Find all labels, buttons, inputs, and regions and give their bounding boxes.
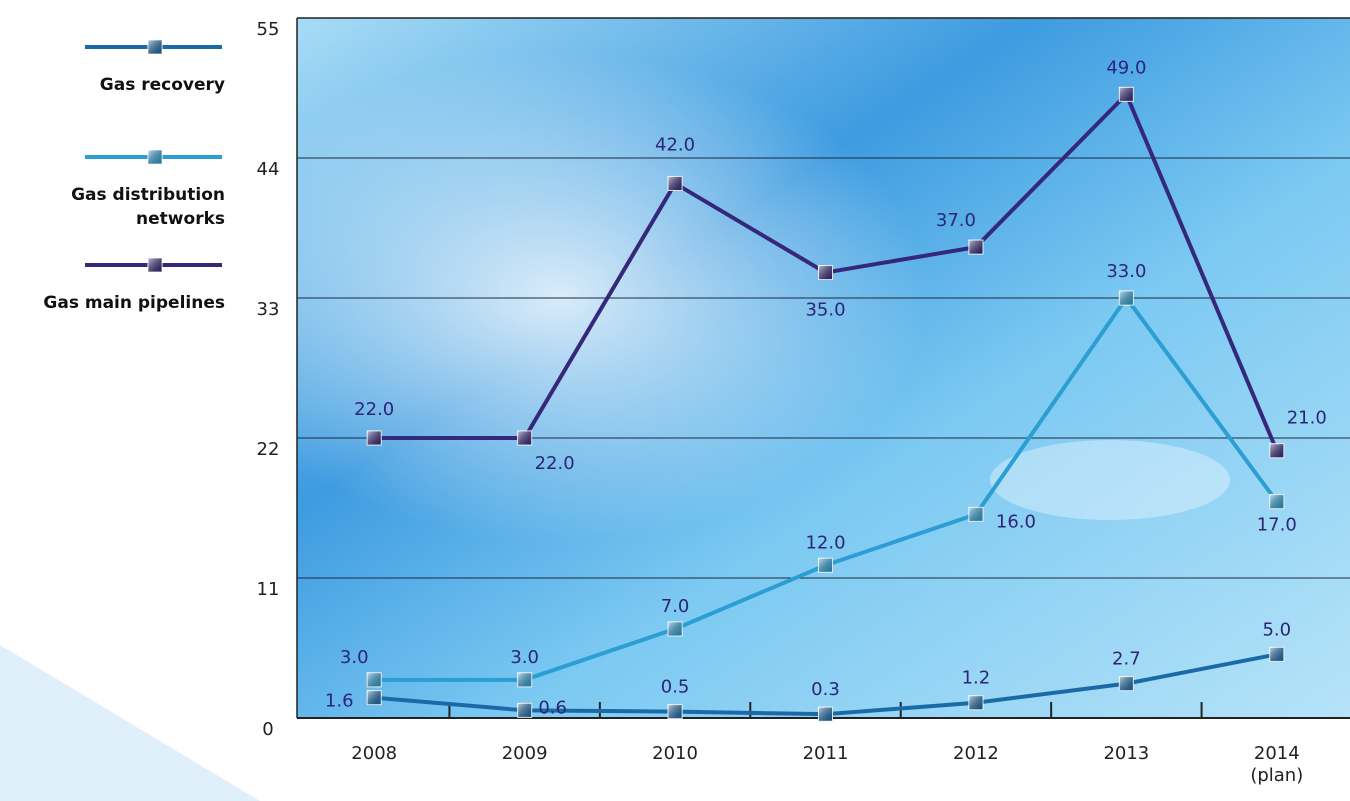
value-label: 35.0: [805, 300, 845, 321]
legend-shine: [148, 258, 162, 272]
y-tick-label: 0: [262, 719, 273, 740]
point-shine: [1269, 443, 1284, 458]
y-tick-label: 33: [257, 299, 280, 320]
x-tick-label: 2010: [652, 743, 698, 764]
value-label: 22.0: [535, 453, 575, 474]
point-shine: [968, 695, 983, 710]
point-shine: [818, 558, 833, 573]
value-label: 3.0: [510, 647, 539, 668]
point-shine: [818, 707, 833, 722]
point-shine: [668, 704, 683, 719]
y-tick-label: 44: [257, 159, 280, 180]
x-tick-label: 2008: [351, 743, 398, 764]
value-label: 37.0: [936, 210, 976, 231]
plot-glow: [297, 18, 1350, 718]
value-label: 5.0: [1262, 619, 1291, 640]
point-shine: [968, 240, 983, 255]
legend-label: Gas main pipelines: [43, 293, 225, 313]
value-label: 42.0: [655, 134, 695, 155]
y-tick-label: 55: [257, 19, 280, 40]
value-label: 7.0: [661, 596, 690, 617]
point-shine: [968, 507, 983, 522]
point-shine: [1119, 676, 1134, 691]
point-shine: [367, 672, 382, 687]
decor: [990, 440, 1230, 520]
point-shine: [517, 672, 532, 687]
value-label: 17.0: [1257, 515, 1297, 536]
point-shine: [517, 431, 532, 445]
value-label: 33.0: [1106, 261, 1146, 282]
point-shine: [1119, 87, 1134, 102]
decor: [0, 645, 260, 801]
value-label: 1.2: [962, 668, 991, 689]
x-tick-label: 2013: [1103, 743, 1150, 764]
point-shine: [1269, 494, 1284, 509]
value-label: 49.0: [1106, 57, 1146, 78]
point-shine: [1119, 291, 1134, 305]
y-tick-label: 22: [257, 439, 280, 460]
value-label: 22.0: [354, 399, 394, 420]
point-shine: [367, 690, 382, 705]
value-label: 1.6: [325, 691, 354, 712]
legend-label: Gas distribution networks: [71, 185, 225, 229]
value-label: 2.7: [1112, 649, 1141, 670]
point-shine: [367, 431, 382, 445]
legend-shine: [148, 150, 162, 164]
legend-label: Gas recovery: [99, 75, 225, 95]
value-label: 16.0: [996, 511, 1036, 532]
y-tick-label: 11: [257, 579, 280, 600]
value-label: 0.3: [811, 679, 840, 700]
point-shine: [668, 176, 683, 191]
value-label: 12.0: [805, 532, 845, 553]
value-label: 3.0: [340, 647, 369, 668]
legend-shine: [148, 40, 162, 54]
point-shine: [668, 621, 683, 636]
value-label: 0.6: [538, 697, 567, 718]
point-shine: [1269, 647, 1284, 662]
x-tick-label: 2012: [953, 743, 999, 764]
point-shine: [517, 703, 532, 718]
x-tick-label: 2011: [802, 743, 849, 764]
point-shine: [818, 265, 833, 280]
value-label: 0.5: [661, 677, 690, 698]
value-label: 21.0: [1287, 408, 1327, 429]
x-tick-label: 2009: [501, 743, 548, 764]
x-tick-label: 2014 (plan): [1250, 743, 1304, 786]
